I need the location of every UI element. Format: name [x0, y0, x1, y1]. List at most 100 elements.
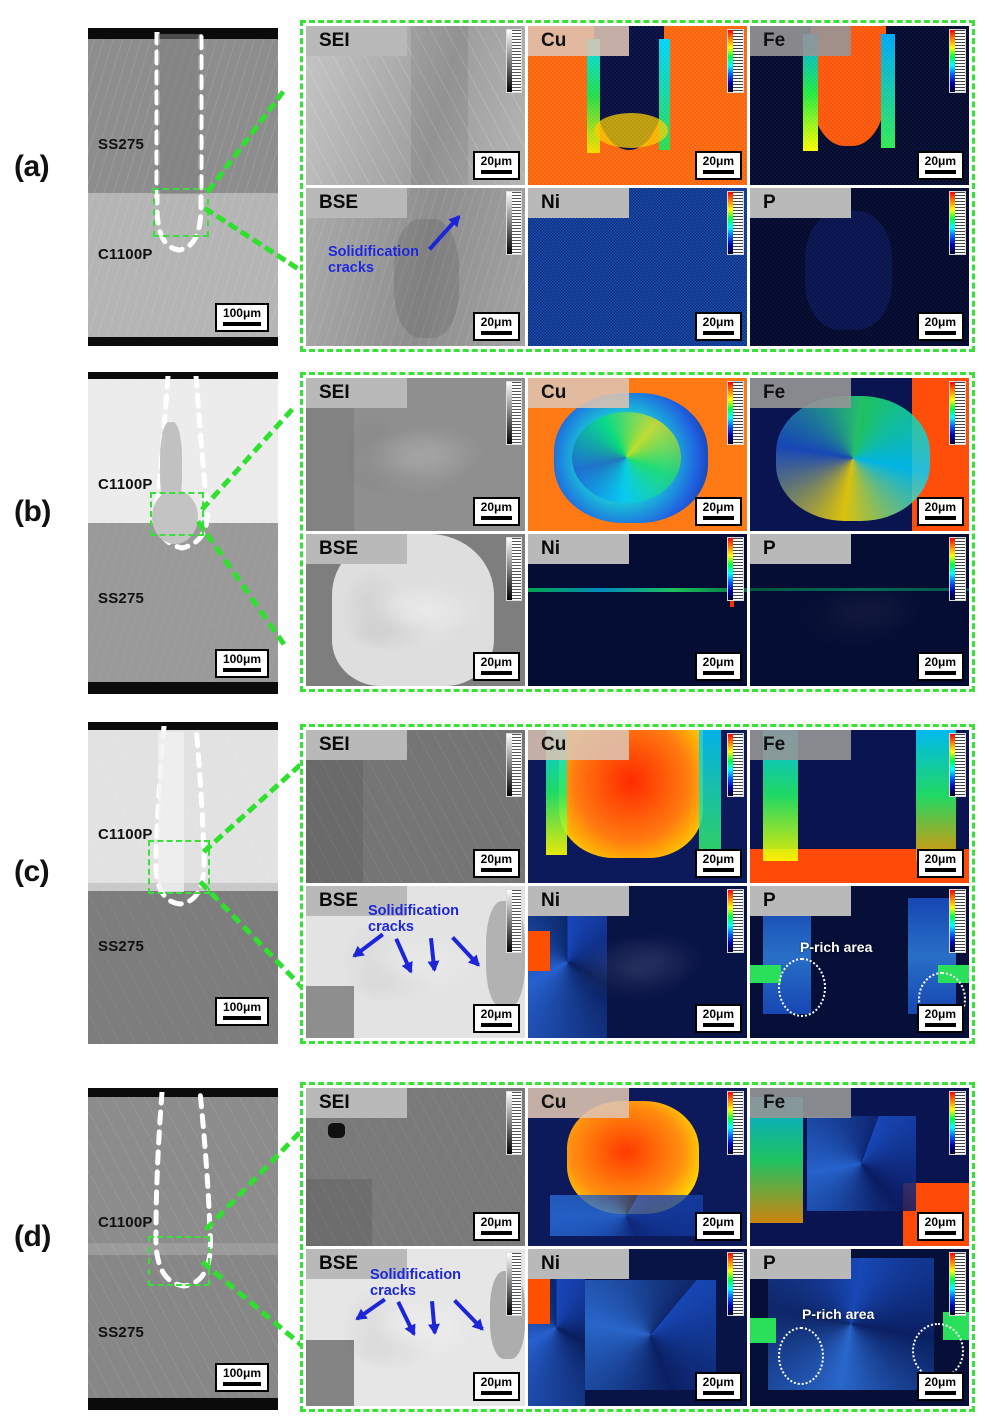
scalebar-bse-b: 20μm [472, 652, 520, 681]
map-ni-a[interactable]: Ni 20μm [528, 187, 747, 346]
annotation-solidification-cracks-d: Solidification cracks [370, 1266, 462, 1299]
scalebar-cu-d: 20μm [694, 1211, 742, 1241]
map-fe-c[interactable]: Fe 20μm [750, 730, 969, 883]
map-title-p-d: P [750, 1248, 851, 1279]
panel-label-c: (c) [14, 855, 50, 888]
weld-fusion-zone-a [158, 34, 200, 194]
map-title-fe-c: Fe [750, 730, 851, 760]
map-fe-b[interactable]: Fe 20μm [750, 378, 969, 531]
overview-material-bottom-label-a: C1100P [98, 246, 153, 263]
map-title-bse-a: BSE [306, 187, 407, 218]
sem-intensity-legend [506, 29, 522, 93]
map-title-bse-b: BSE [306, 533, 407, 564]
overview-image-b[interactable]: C1100P SS275 100μm [88, 372, 278, 694]
overview-material-top-label-a: SS275 [98, 136, 145, 153]
map-sei-d[interactable]: SEI 20μm [306, 1088, 525, 1246]
map-ni-c[interactable]: Ni 20μm [528, 885, 747, 1038]
overview-material-bottom-label-c: SS275 [98, 938, 145, 955]
scalebar-fe-d: 20μm [916, 1211, 964, 1241]
map-title-cu-b: Cu [528, 378, 629, 408]
map-title-sei-b: SEI [306, 378, 407, 408]
map-group-d: SEI 20μm Cu 20μm Fe [300, 1082, 975, 1412]
map-cu-a[interactable]: Cu 20μm [528, 26, 747, 185]
map-title-fe-a: Fe [750, 26, 851, 56]
map-title-cu-a: Cu [528, 26, 629, 56]
scalebar-bse-d: 20μm [472, 1372, 520, 1401]
map-sei-a[interactable]: SEI 20μm [306, 26, 525, 185]
map-title-bse-c: BSE [306, 885, 407, 916]
map-bse-b[interactable]: BSE 20μm [306, 533, 525, 686]
figure-row-a: (a) SS275 C1100P 100μm [0, 0, 985, 360]
scalebar-sei-b: 20μm [472, 496, 520, 526]
roi-box-c [148, 840, 210, 894]
map-title-cu-d: Cu [528, 1088, 629, 1118]
p-rich-ellipse-left-d [778, 1326, 824, 1385]
scalebar-fe-b: 20μm [916, 496, 964, 526]
annotation-solidification-cracks-a: Solidification cracks [328, 243, 420, 276]
map-sei-b[interactable]: SEI 20μm [306, 378, 525, 531]
scalebar-cu-b: 20μm [694, 496, 742, 526]
figure-row-c: (c) C1100P SS275 100μm SEI [0, 710, 985, 1060]
scalebar-p-d: 20μm [916, 1372, 964, 1401]
scalebar-overview-d: 100μm [214, 1363, 269, 1392]
map-title-sei-c: SEI [306, 730, 407, 760]
map-title-sei-d: SEI [306, 1088, 407, 1118]
scalebar-ni-d: 20μm [694, 1372, 742, 1401]
panel-label-b: (b) [14, 495, 51, 528]
map-cu-c[interactable]: Cu 20μm [528, 730, 747, 883]
annotation-p-rich-area-c: P-rich area [800, 938, 873, 955]
map-title-ni-d: Ni [528, 1248, 629, 1279]
scalebar-ni-a: 20μm [694, 312, 742, 341]
map-p-a[interactable]: P 20μm [750, 187, 969, 346]
map-cu-d[interactable]: Cu 20μm [528, 1088, 747, 1246]
map-title-ni-c: Ni [528, 885, 629, 916]
figure-row-d: (d) C1100P SS275 100μm SEI [0, 1060, 985, 1420]
scalebar-line [222, 322, 261, 326]
map-title-p-a: P [750, 187, 851, 218]
map-title-bse-d: BSE [306, 1248, 407, 1279]
scalebar-sei-d: 20μm [472, 1211, 520, 1241]
annotation-solidification-cracks-c: Solidification cracks [368, 902, 460, 935]
map-fe-d[interactable]: Fe 20μm [750, 1088, 969, 1246]
map-p-c[interactable]: P P-rich area 20μm [750, 885, 969, 1038]
overview-material-bottom-label-d: SS275 [98, 1324, 145, 1341]
map-p-b[interactable]: P 20μm [750, 533, 969, 686]
scalebar-p-b: 20μm [916, 652, 964, 681]
overview-material-bottom-label-b: SS275 [98, 590, 145, 607]
map-bse-d[interactable]: BSE Solidification cracks 20μm [306, 1248, 525, 1406]
map-ni-d[interactable]: Ni 20μm [528, 1248, 747, 1406]
overview-image-a[interactable]: SS275 C1100P 100μm [88, 28, 278, 346]
map-fe-a[interactable]: Fe 20μm [750, 26, 969, 185]
map-group-a: SEI 20μm Cu 20μm [300, 20, 975, 352]
weld-nugget-outline-b [146, 373, 218, 576]
map-bse-a[interactable]: BSE Solidification cracks 20μm [306, 187, 525, 346]
scalebar-sei-c: 20μm [472, 848, 520, 878]
scalebar-bse-a: 20μm [472, 312, 520, 341]
panel-label-d: (d) [14, 1220, 51, 1253]
roi-box-b [150, 492, 204, 536]
map-title-sei-a: SEI [306, 26, 407, 56]
map-title-ni-b: Ni [528, 533, 629, 564]
map-cu-b[interactable]: Cu 20μm [528, 378, 747, 531]
scalebar-sei-a: 20μm [472, 150, 520, 180]
map-title-cu-c: Cu [528, 730, 629, 760]
scalebar-overview-b: 100μm [214, 649, 269, 678]
overview-image-c[interactable]: C1100P SS275 100μm [88, 722, 278, 1044]
map-ni-b[interactable]: Ni 20μm [528, 533, 747, 686]
scalebar-ni-c: 20μm [694, 1004, 742, 1033]
map-sei-c[interactable]: SEI 20μm [306, 730, 525, 883]
map-p-d[interactable]: P P-rich area 20μm [750, 1248, 969, 1406]
map-title-fe-b: Fe [750, 378, 851, 408]
weld-nugget-outline-d [144, 1089, 222, 1304]
map-title-fe-d: Fe [750, 1088, 851, 1118]
map-bse-c[interactable]: BSE Solidification cracks 20μm [306, 885, 525, 1038]
scalebar-p-a: 20μm [916, 312, 964, 341]
overview-material-top-label-c: C1100P [98, 826, 153, 843]
overview-image-d[interactable]: C1100P SS275 100μm [88, 1088, 278, 1410]
overview-bottom-crust-a [88, 337, 278, 346]
weld-nugget-outline-a [151, 29, 207, 262]
overview-material-top-label-d: C1100P [98, 1214, 153, 1231]
overview-material-top-label-b: C1100P [98, 476, 153, 493]
eds-intensity-legend [727, 29, 744, 93]
scalebar-fe-a: 20μm [916, 150, 964, 180]
